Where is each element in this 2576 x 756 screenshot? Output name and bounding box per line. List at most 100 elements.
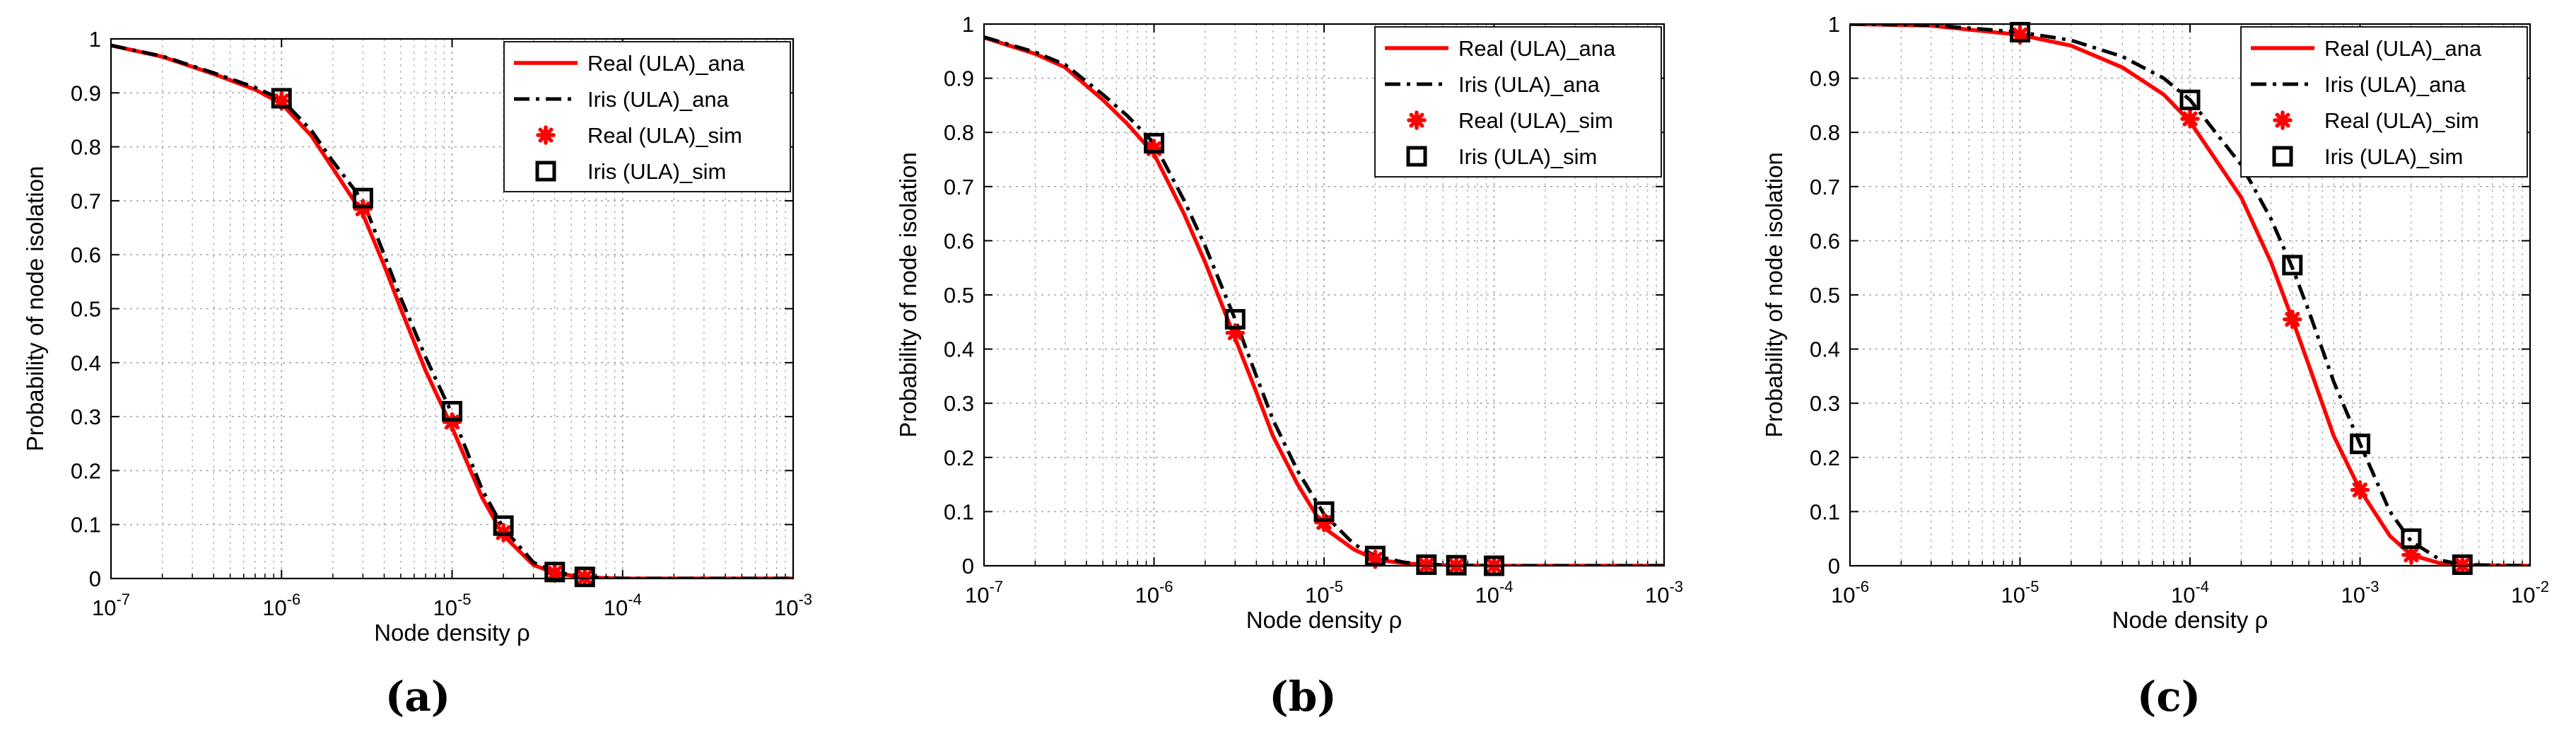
chart-panel-c: 0 0.1 0.2 0.3 0.4 0.5 0.6 0.7 0.8 0.9 1 10-6 10-5 10-…	[1761, 12, 2549, 633]
legend-entry-label: Iris (ULA)_ana	[1458, 72, 1600, 97]
legend-box	[2240, 26, 2528, 178]
x-tick-label: 10-6	[1831, 578, 1869, 607]
y-tick-label: 0.7	[944, 175, 974, 199]
y-axis-label: Probability of node isolation	[895, 152, 921, 438]
y-tick-label: 0	[962, 554, 974, 578]
legend: Real (ULA)_ana Iris (ULA)_ana Real (ULA)_s…	[1374, 26, 1662, 178]
y-tick-label: 0.1	[1810, 499, 1840, 524]
x-tick-label: 10-3	[1645, 578, 1683, 607]
legend-entry-label: Iris (ULA)_sim	[587, 159, 726, 184]
x-tick-label: 10-2	[2511, 578, 2549, 607]
x-tick-label: 10-4	[2171, 578, 2209, 607]
x-tick-label: 10-5	[2001, 578, 2039, 607]
square-marker	[352, 187, 373, 209]
square-marker	[2401, 528, 2422, 549]
square-marker	[1364, 545, 1386, 566]
legend-entry-label: Real (ULA)_ana	[587, 51, 745, 76]
square-marker	[2179, 89, 2201, 110]
asterisk-stroke	[2352, 482, 2368, 498]
plot-series	[984, 35, 1664, 566]
asterisk-marker	[353, 199, 373, 219]
y-tick-label: 0.1	[944, 499, 974, 524]
square-marker	[544, 562, 566, 583]
x-tick-label: 10-6	[1135, 578, 1173, 607]
y-tick-label: 0.9	[1810, 66, 1840, 91]
asterisk-stroke	[2182, 111, 2198, 127]
y-tick-label: 1	[1828, 12, 1840, 37]
y-tick-label: 1	[962, 12, 974, 37]
y-tick-label: 0.6	[944, 228, 974, 253]
y-tick-label: 0.5	[1810, 283, 1840, 308]
subplot-label: (b)	[1269, 673, 1336, 721]
subplot-label: (a)	[385, 673, 450, 721]
square-marker	[271, 88, 292, 109]
asterisk-stroke	[577, 569, 592, 586]
x-axis-label: Node density ρ	[2112, 607, 2268, 633]
y-tick-label: 1	[89, 27, 101, 52]
x-tick-label: 10-3	[774, 591, 812, 620]
legend-entry-label: Iris (ULA)_sim	[1458, 144, 1597, 169]
x-axis-label: Node density ρ	[1246, 607, 1403, 633]
axes-frame	[110, 37, 795, 580]
legend-box	[1374, 26, 1662, 178]
asterisk-marker	[575, 567, 595, 588]
x-tick-label: 10-5	[1305, 578, 1343, 607]
asterisk-stroke	[2404, 547, 2419, 563]
chart-panel-a: 0 0.1 0.2 0.3 0.4 0.5 0.6 0.7 0.8 0.9 1 10-7 10-6 10-…	[22, 27, 812, 646]
y-tick-label: 0.9	[71, 81, 101, 105]
legend-entry-label: Iris (ULA)_ana	[587, 87, 730, 112]
y-tick-label: 0.3	[1810, 391, 1840, 416]
legend: Real (ULA)_ana Iris (ULA)_ana Real (ULA)_s…	[2240, 26, 2528, 178]
y-tick-label: 0.4	[944, 337, 974, 362]
x-tick-label: 10-7	[92, 591, 130, 620]
y-tick-label: 0.1	[71, 513, 101, 537]
y-tick-label: 0	[89, 566, 101, 591]
y-tick-label: 0.6	[71, 243, 101, 267]
asterisk-marker	[2180, 109, 2200, 129]
y-axis-label: Probability of node isolation	[22, 166, 48, 452]
square-marker	[1313, 501, 1335, 522]
y-tick-label: 0.5	[944, 283, 974, 308]
axes-frame	[1849, 23, 2531, 567]
asterisk-stroke	[2012, 27, 2028, 42]
y-tick-label: 0	[1828, 554, 1840, 578]
y-tick-label: 0.5	[71, 297, 101, 322]
legend-entry-label: Real (ULA)_sim	[587, 123, 742, 148]
square-marker	[442, 400, 462, 421]
asterisk-stroke	[547, 565, 563, 581]
x-tick-label: 10-5	[433, 591, 471, 620]
y-axis-label: Probability of node isolation	[1761, 152, 1787, 438]
legend-entry-label: Iris (ULA)_ana	[2324, 72, 2466, 97]
y-tick-label: 0.9	[944, 66, 974, 91]
square-marker	[493, 515, 514, 536]
asterisk-stroke	[2275, 112, 2290, 128]
legend-box	[503, 41, 791, 192]
x-tick-label: 10-3	[2341, 578, 2379, 607]
x-tick-label: 10-4	[604, 591, 642, 620]
square-marker	[574, 566, 595, 588]
y-tick-label: 0.2	[944, 446, 974, 470]
series-line-iris-ula-ana	[1850, 24, 2530, 566]
y-tick-label: 0.6	[1810, 228, 1840, 253]
series-line-iris-ula-ana	[984, 35, 1664, 566]
asterisk-marker	[2401, 545, 2421, 565]
asterisk-stroke	[2285, 311, 2300, 327]
y-tick-label: 0.7	[71, 189, 101, 214]
asterisk-marker	[1407, 110, 1427, 130]
y-tick-label: 0.3	[71, 405, 101, 429]
square-marker	[1406, 146, 1427, 167]
x-axis-label: Node density ρ	[374, 620, 530, 646]
asterisk-marker	[2283, 309, 2302, 330]
legend: Real (ULA)_ana Iris (ULA)_ana Real (ULA)_s…	[503, 41, 791, 192]
y-tick-label: 0.3	[944, 391, 974, 416]
x-tick-label: 10-4	[1475, 578, 1513, 607]
asterisk-stroke	[1409, 112, 1424, 128]
asterisk-marker	[544, 563, 565, 583]
legend-entry-label: Iris (ULA)_sim	[2324, 144, 2463, 169]
asterisk-marker	[1314, 512, 1334, 533]
asterisk-marker	[2350, 480, 2370, 500]
square-marker	[2452, 554, 2473, 575]
y-tick-label: 0.8	[71, 135, 101, 160]
square-marker	[1144, 133, 1164, 154]
